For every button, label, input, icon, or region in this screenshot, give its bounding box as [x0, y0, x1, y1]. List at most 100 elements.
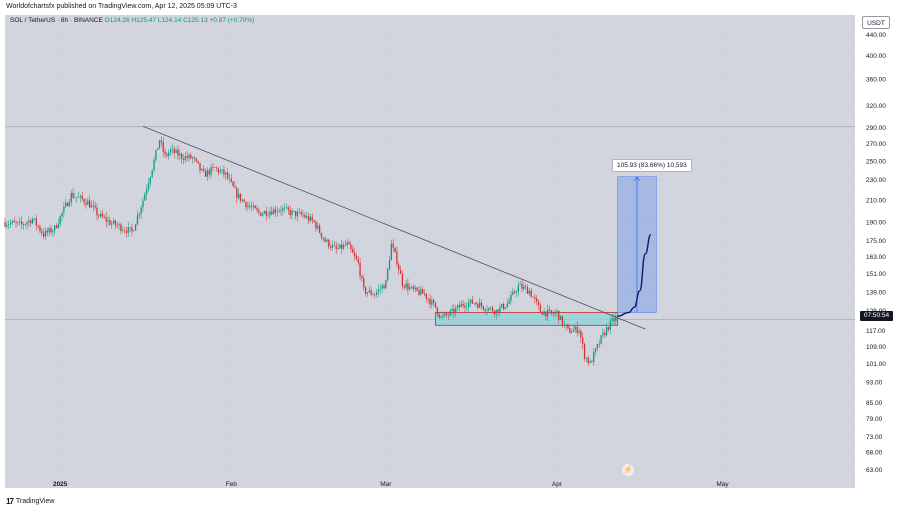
- candle-down: [254, 205, 256, 209]
- currency-button[interactable]: USDT: [862, 16, 890, 29]
- candle-down: [361, 276, 363, 279]
- candle-down: [433, 299, 435, 303]
- candle-down: [613, 318, 615, 322]
- candle-up: [238, 193, 240, 199]
- legend-close: C125.13: [183, 17, 208, 24]
- candle-down: [425, 293, 427, 299]
- candle-down: [412, 286, 415, 290]
- x-tick-label: 2025: [53, 481, 68, 488]
- candle-down: [352, 249, 354, 253]
- candle-down: [392, 243, 394, 248]
- candle-up: [247, 205, 249, 208]
- measure-label: 105.93 (83.66%) 10,593: [612, 159, 692, 172]
- candle-down: [204, 171, 207, 177]
- candle-down: [173, 148, 175, 154]
- candle-up: [252, 205, 255, 208]
- candle-up: [409, 287, 411, 290]
- candle-down: [493, 311, 496, 315]
- symbol-name: SOL / TetherUS · 8h · BINANCE: [10, 17, 103, 24]
- candle-down: [311, 216, 313, 221]
- candle-up: [33, 218, 36, 219]
- candle-down: [328, 239, 330, 247]
- current-price-tag: 07:50:54: [860, 311, 893, 321]
- candle-up: [284, 207, 286, 209]
- candle-up: [44, 230, 47, 237]
- candle-down: [66, 202, 69, 207]
- candle-down: [162, 142, 164, 152]
- lightning-icon[interactable]: ⚡: [622, 464, 634, 476]
- candle-up: [543, 311, 545, 315]
- candle-up: [414, 287, 416, 290]
- candle-down: [565, 324, 567, 326]
- candle-down: [350, 244, 352, 250]
- candle-down: [569, 328, 571, 333]
- legend-low: L124.14: [157, 17, 182, 24]
- candle-up: [455, 308, 457, 314]
- candle-down: [399, 269, 402, 274]
- candle-up: [54, 225, 56, 231]
- candle-up: [149, 176, 151, 184]
- y-tick-label: 175.00: [866, 238, 886, 245]
- candle-down: [464, 305, 466, 308]
- candle-down: [396, 251, 398, 265]
- candle-down: [92, 205, 94, 206]
- candle-down: [607, 327, 610, 330]
- candle-up: [376, 292, 378, 296]
- candle-up: [144, 194, 146, 201]
- candle-up: [210, 166, 212, 175]
- plot-background: [5, 15, 855, 488]
- legend-open: O124.26: [104, 17, 130, 24]
- candle-down: [116, 225, 118, 226]
- candle-up: [225, 172, 227, 175]
- candle-up: [175, 149, 177, 154]
- candle-down: [403, 285, 405, 288]
- candle-down: [418, 290, 420, 295]
- candle-down: [348, 242, 350, 245]
- candle-up: [6, 224, 8, 227]
- candle-down: [374, 294, 376, 296]
- descending-trendline: [142, 125, 646, 330]
- candle-down: [580, 330, 582, 338]
- candle-down: [591, 361, 593, 363]
- candle-down: [164, 151, 166, 155]
- candle-up: [554, 312, 556, 314]
- candle-down: [243, 199, 245, 203]
- candle-up: [495, 309, 497, 315]
- candle-down: [401, 273, 404, 286]
- candle-up: [171, 148, 174, 150]
- candle-down: [250, 206, 253, 208]
- candle-down: [129, 227, 131, 228]
- candle-up: [140, 207, 142, 214]
- y-tick-label: 73.00: [866, 434, 883, 441]
- candle-down: [536, 298, 538, 302]
- candle-down: [293, 210, 295, 212]
- candle-down: [530, 290, 532, 297]
- footer-brand[interactable]: 17 TradingView: [6, 497, 54, 506]
- candle-down: [199, 163, 201, 171]
- candle-down: [458, 305, 461, 308]
- candle-up: [466, 307, 468, 308]
- candle-down: [230, 178, 232, 182]
- candle-up: [451, 308, 453, 311]
- candle-down: [447, 314, 450, 316]
- candle-down: [46, 230, 48, 233]
- candle-up: [158, 140, 161, 149]
- candle-up: [219, 170, 221, 173]
- candle-down: [50, 228, 52, 233]
- candle-down: [72, 192, 74, 198]
- candle-up: [296, 211, 299, 217]
- candle-up: [155, 150, 157, 160]
- candle-up: [609, 320, 611, 330]
- publisher-line: Worldofchartsfx published on TradingView…: [6, 3, 237, 10]
- candle-up: [70, 192, 72, 203]
- candle-up: [221, 169, 223, 171]
- candle-down: [212, 166, 214, 168]
- candle-up: [107, 220, 109, 222]
- candle-up: [134, 224, 137, 231]
- candle-up: [136, 215, 139, 225]
- candle-up: [420, 289, 422, 295]
- candle-up: [473, 302, 475, 304]
- candle-up: [523, 286, 525, 289]
- candle-up: [306, 216, 308, 218]
